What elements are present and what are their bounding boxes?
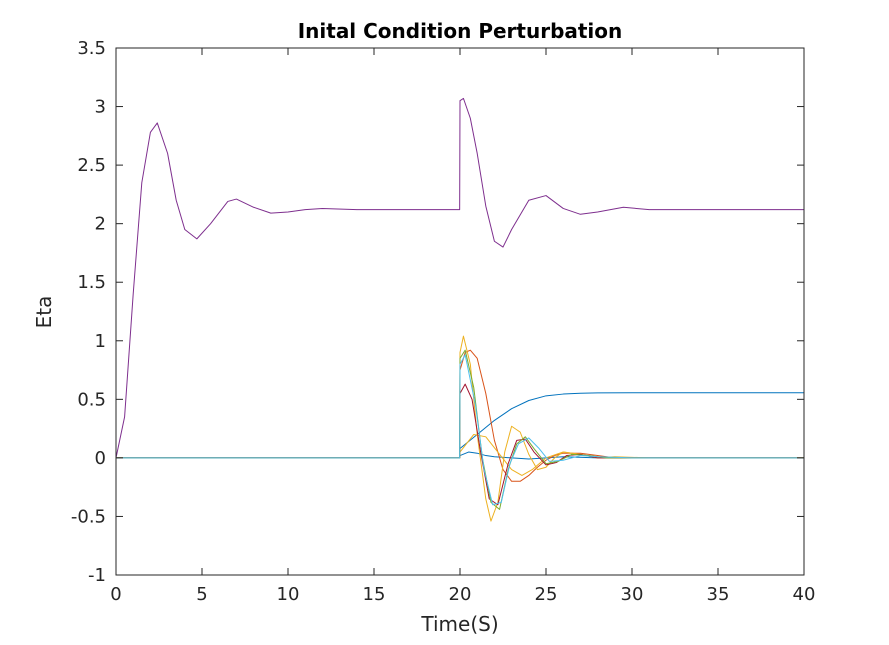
x-tick-label: 30 — [621, 584, 644, 605]
y-tick-label: 0 — [95, 448, 106, 469]
y-tick-label: 2.5 — [77, 155, 106, 176]
y-tick-label: -1 — [88, 565, 106, 586]
tick-layer: 0 5 10 15 20 25 30 35 40 -1 -0.5 0 0.5 1 1.5 2 2.5 3 3.5 — [71, 38, 816, 605]
series-line-1 — [115, 97, 804, 458]
series-line-9 — [116, 354, 804, 506]
y-tick-label: 1.5 — [77, 272, 106, 293]
x-tick-label: 20 — [449, 584, 472, 605]
x-tick-label: 25 — [535, 584, 558, 605]
y-tick-label: 3 — [95, 97, 106, 118]
x-axis-label: Time(S) — [420, 612, 498, 636]
x-tick-label: 10 — [277, 584, 300, 605]
series-line-2 — [116, 392, 804, 459]
x-tick-label: 5 — [196, 584, 207, 605]
x-tick-label: 15 — [363, 584, 386, 605]
series-line-8 — [116, 349, 804, 510]
series-line-3 — [116, 451, 804, 460]
y-tick-label: 0.5 — [77, 389, 106, 410]
y-tick-label: -0.5 — [71, 506, 106, 527]
y-axis-label: Eta — [32, 296, 56, 329]
y-tick-label: 1 — [95, 331, 106, 352]
y-tick-label: 3.5 — [77, 38, 106, 59]
series-layer — [115, 97, 804, 522]
x-tick-label: 40 — [793, 584, 816, 605]
x-tick-label: 0 — [110, 584, 121, 605]
x-tick-label: 35 — [707, 584, 730, 605]
y-tick-label: 2 — [95, 214, 106, 235]
chart-title: Inital Condition Perturbation — [298, 19, 623, 43]
